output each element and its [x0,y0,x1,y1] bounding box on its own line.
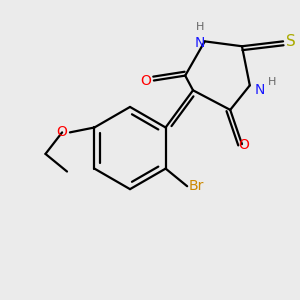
Text: Br: Br [189,179,205,193]
Text: O: O [56,125,67,140]
Text: S: S [286,34,296,49]
Text: H: H [196,22,204,32]
Text: O: O [140,74,151,88]
Text: H: H [267,77,276,88]
Text: N: N [255,83,265,97]
Text: O: O [238,138,249,152]
Text: N: N [195,37,205,50]
